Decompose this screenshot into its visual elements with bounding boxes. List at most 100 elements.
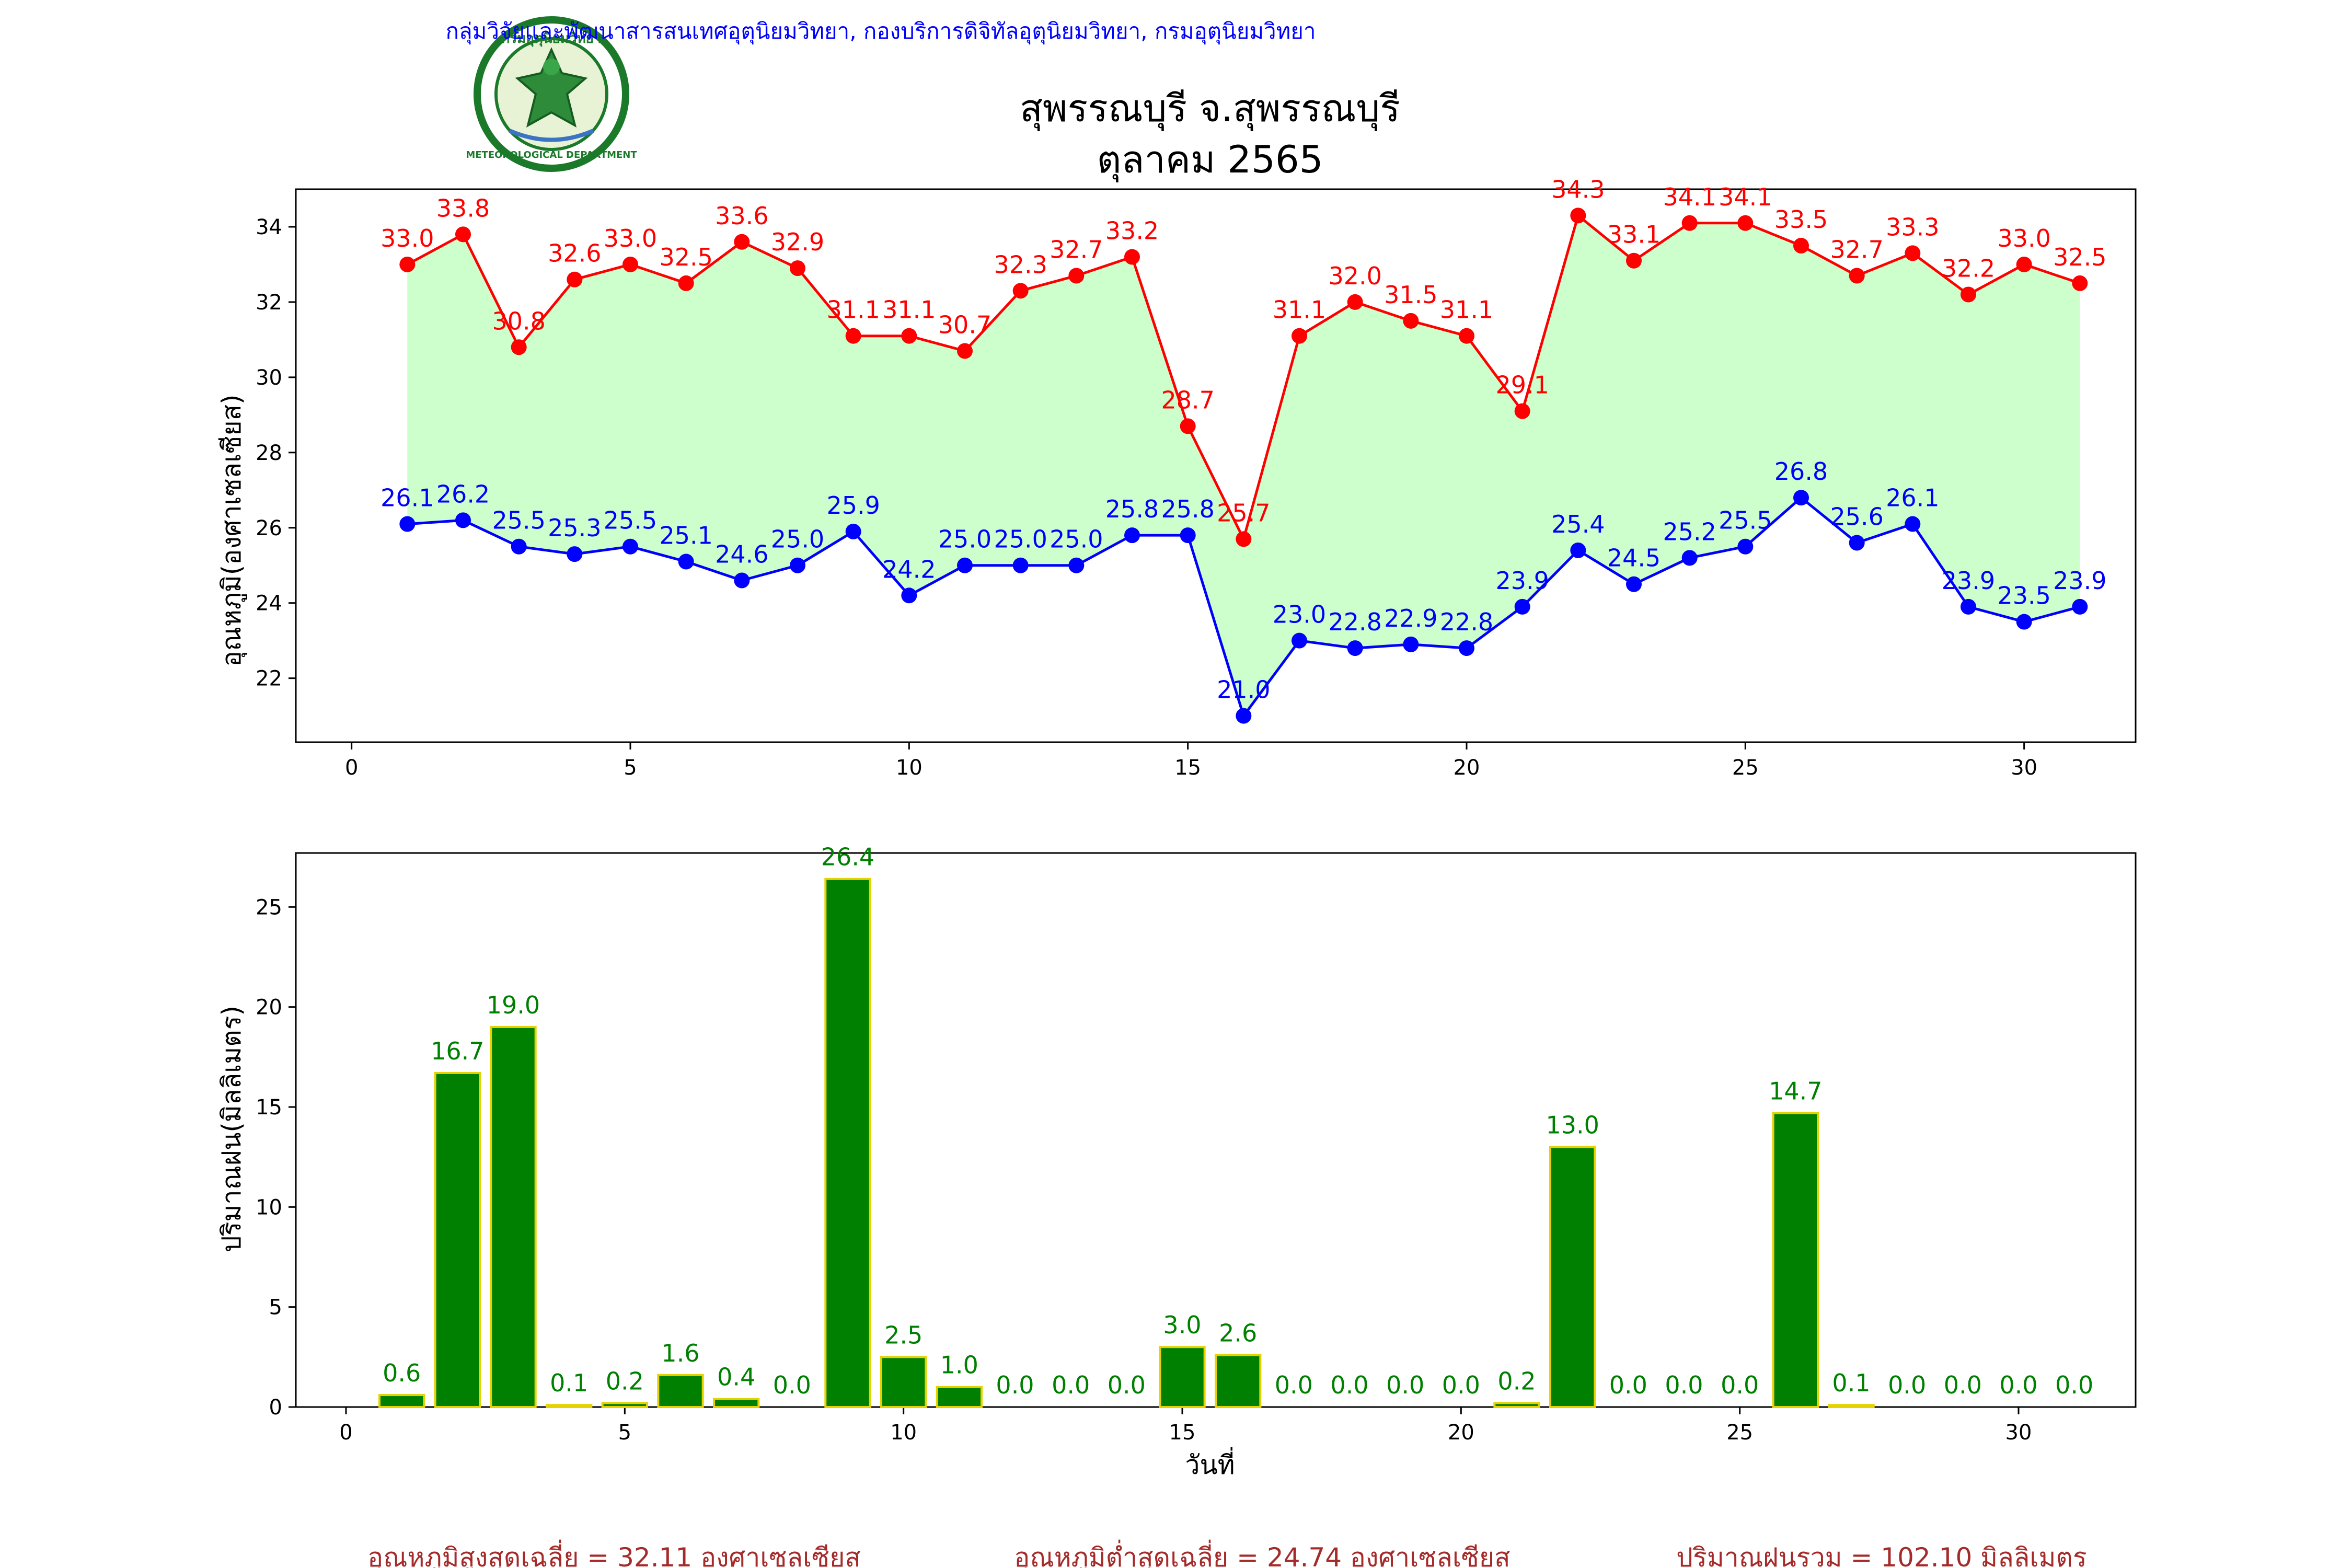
temperature-y-tick-label: 32	[256, 291, 282, 315]
temperature-min-point	[2016, 614, 2032, 630]
temperature-min-label: 26.2	[436, 480, 490, 508]
rainfall-y-axis-label: ปริมาณฝน(มิลลิเมตร)	[216, 1006, 247, 1252]
temperature-min-label: 23.9	[2053, 567, 2106, 595]
temperature-min-label: 25.0	[1050, 525, 1103, 554]
temperature-max-point	[1905, 245, 1921, 261]
footer-avg-min-temp: อุณหภูมิต่ำสุดเฉลี่ย = 24.74 องศาเซลเซีย…	[1014, 1540, 1510, 1568]
rainfall-label: 0.0	[773, 1371, 811, 1399]
temperature-min-point	[567, 546, 583, 562]
temperature-max-point	[1737, 215, 1754, 231]
temperature-y-tick-label: 22	[256, 667, 282, 691]
temperature-max-label: 25.7	[1217, 499, 1270, 527]
temperature-max-label: 28.7	[1161, 386, 1214, 414]
temperature-x-tick-label: 30	[2011, 756, 2037, 780]
temperature-min-point	[1737, 538, 1754, 555]
temperature-min-point	[2072, 598, 2088, 615]
temperature-max-point	[1514, 403, 1530, 419]
temperature-min-label: 23.0	[1273, 601, 1326, 629]
rainfall-label: 0.0	[2055, 1371, 2093, 1399]
temperature-max-label: 32.6	[548, 239, 601, 268]
temperature-max-point	[1681, 215, 1698, 231]
temperature-min-label: 25.4	[1551, 510, 1605, 538]
temperature-max-point	[1403, 313, 1419, 329]
temperature-axes: 0 5 10 15 20 25 30 22 24 26 28 30 32 34	[256, 188, 2137, 780]
temperature-max-label: 32.5	[659, 243, 712, 271]
temperature-min-point	[734, 572, 750, 589]
rainfall-label: 0.2	[606, 1367, 644, 1395]
temperature-min-point	[399, 516, 416, 532]
temperature-max-point	[678, 275, 694, 291]
rainfall-bar	[824, 878, 871, 1408]
rainfall-label: 0.4	[717, 1363, 755, 1391]
rainfall-label: 0.0	[1944, 1371, 1982, 1399]
rainfall-bar	[1215, 1354, 1262, 1408]
temperature-min-point	[1849, 535, 1865, 551]
temperature-x-tick-label: 25	[1732, 756, 1759, 780]
temperature-max-point	[1180, 418, 1196, 434]
rainfall-x-tick-label: 30	[2005, 1421, 2032, 1445]
temperature-min-point	[511, 538, 527, 555]
temperature-max-point	[1068, 268, 1085, 284]
temperature-max-label: 31.1	[826, 296, 880, 324]
rainfall-label: 0.2	[1497, 1367, 1536, 1395]
temperature-y-tick-label: 26	[256, 516, 282, 540]
temperature-max-label: 31.5	[1384, 281, 1437, 309]
temperature-min-label: 25.8	[1161, 495, 1214, 523]
temperature-max-point	[399, 256, 416, 272]
temperature-max-point	[1793, 237, 1809, 253]
temperature-min-point	[1793, 490, 1809, 506]
temperature-max-label: 31.1	[882, 296, 936, 324]
rainfall-bar	[936, 1386, 983, 1409]
temperature-x-tick-label: 20	[1454, 756, 1480, 780]
rainfall-x-axis-label: วันที่	[1185, 1447, 1235, 1480]
temperature-max-point	[511, 339, 527, 355]
rainfall-bar	[378, 1394, 425, 1409]
temperature-min-point	[1236, 708, 1252, 724]
temperature-min-point	[901, 587, 917, 604]
temperature-max-label: 33.5	[1774, 205, 1828, 234]
rainfall-y-tick-label: 15	[256, 1096, 282, 1120]
temperature-max-point	[790, 260, 805, 276]
rainfall-label: 0.0	[1665, 1371, 1703, 1399]
temperature-max-point	[455, 226, 471, 243]
rainfall-bar	[1159, 1346, 1206, 1408]
page-title: สุพรรณบุรี จ.สุพรรณบุรี	[1020, 86, 1400, 131]
rainfall-axes: 0 5 10 15 20 25 30 0 5 10 15 20 25	[256, 852, 2137, 1445]
temperature-min-label: 22.9	[1384, 604, 1437, 632]
temperature-min-point	[957, 557, 973, 573]
temperature-max-point	[1292, 328, 1307, 344]
temperature-min-point	[1124, 527, 1140, 544]
rainfall-label: 0.1	[550, 1369, 588, 1397]
temperature-max-point	[1012, 283, 1029, 299]
rainfall-label: 1.0	[940, 1351, 978, 1379]
temperature-max-label: 33.8	[436, 194, 490, 222]
temperature-max-label: 33.0	[1997, 224, 2050, 252]
temperature-max-point	[734, 234, 750, 250]
temperature-min-label: 25.5	[604, 506, 657, 535]
temperature-x-tick-label: 5	[624, 756, 637, 780]
rainfall-label: 19.0	[487, 991, 540, 1019]
temperature-frame	[295, 188, 2137, 743]
temperature-max-label: 34.1	[1663, 183, 1716, 211]
temperature-max-label: 32.7	[1830, 236, 1883, 264]
temperature-min-label: 25.0	[994, 525, 1047, 554]
temperature-min-point	[1570, 542, 1586, 558]
rainfall-bar	[1772, 1112, 1819, 1408]
rainfall-label: 14.7	[1769, 1077, 1822, 1105]
rainfall-x-tick-label: 25	[1726, 1421, 1753, 1445]
temperature-min-point	[1681, 550, 1698, 566]
rainfall-bar	[880, 1356, 927, 1408]
temperature-max-label: 32.9	[771, 228, 824, 256]
temperature-max-point	[1459, 328, 1474, 344]
temperature-min-label: 23.9	[1942, 567, 1995, 595]
temperature-max-label: 31.1	[1440, 296, 1493, 324]
temperature-max-label: 33.6	[715, 202, 768, 230]
rainfall-label: 13.0	[1546, 1111, 1599, 1139]
temperature-max-label: 34.1	[1719, 183, 1772, 211]
temperature-min-point	[1347, 640, 1363, 656]
logo-text-bottom: METEOROLOGICAL DEPARTMENT	[466, 149, 637, 160]
temperature-min-label: 25.0	[771, 525, 824, 554]
rainfall-y-tick-label: 0	[269, 1396, 282, 1420]
